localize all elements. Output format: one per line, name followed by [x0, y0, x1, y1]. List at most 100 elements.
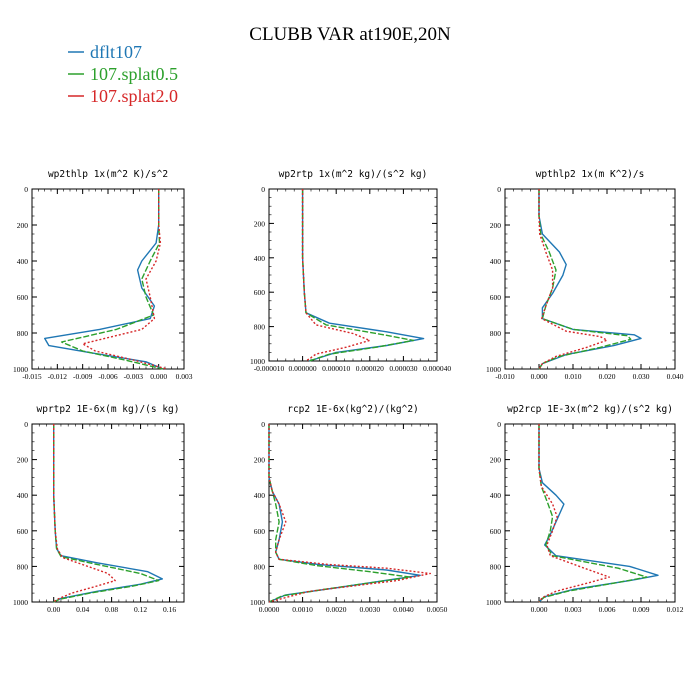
y-tick-label: 800 — [490, 562, 502, 571]
y-tick-label: 800 — [17, 562, 29, 571]
x-tick-label: 0.012 — [667, 605, 684, 614]
panel-1: wp2rtp 1x(m^2 kg)/(s^2 kg) 0 200 400 600 800 1… — [250, 169, 451, 373]
x-tick-label: 0.00 — [47, 605, 60, 614]
y-tick-label: 200 — [17, 456, 29, 465]
x-tick-label: 0.0040 — [393, 605, 414, 614]
series-line-1 — [538, 424, 648, 603]
legend-label-splat0.5: 107.splat0.5 — [90, 64, 178, 84]
series-line-2 — [82, 189, 168, 370]
y-tick-label: 400 — [17, 491, 29, 500]
x-tick-label: -0.010 — [495, 372, 515, 381]
y-tick-label: 800 — [254, 562, 266, 571]
series-line-2 — [53, 424, 116, 603]
plot-frame — [268, 423, 438, 603]
y-tick-label: 600 — [490, 527, 502, 536]
y-tick-label: 200 — [254, 219, 266, 228]
panel-title: wp2rtp 1x(m^2 kg)/(s^2 kg) — [279, 169, 428, 180]
x-tick-label: 0.000 — [531, 605, 548, 614]
figure-title: CLUBB VAR at190E,20N — [249, 24, 451, 45]
series-line-1 — [60, 189, 164, 370]
series-line-1 — [301, 189, 415, 362]
x-tick-label: 0.006 — [599, 605, 616, 614]
series-line-2 — [538, 424, 610, 603]
y-tick-label: 0 — [261, 185, 265, 194]
series-line-1 — [53, 424, 160, 603]
y-tick-label: 1000 — [13, 598, 28, 607]
x-tick-label: 0.0000 — [259, 605, 280, 614]
y-tick-label: 400 — [254, 491, 266, 500]
y-tick-label: 200 — [490, 221, 502, 230]
y-tick-label: 600 — [17, 293, 29, 302]
panel-0: wp2thlp 1x(m^2 K)/s^202004006008001000-0… — [13, 169, 193, 381]
x-tick-label: -0.009 — [73, 372, 93, 381]
panels: wp2thlp 1x(m^2 K)/s^202004006008001000-0… — [13, 169, 684, 614]
plot-frame — [504, 423, 676, 603]
x-tick-label: 0.000020 — [356, 364, 384, 373]
x-tick-label: 0.010 — [565, 372, 582, 381]
y-tick-label: 1000 — [486, 365, 501, 374]
y-tick-label: 200 — [17, 221, 29, 230]
x-tick-label: 0.003 — [565, 605, 582, 614]
y-tick-label: 400 — [490, 491, 502, 500]
y-tick-label: 200 — [254, 456, 266, 465]
y-tick-label: 800 — [490, 329, 502, 338]
y-tick-label: 400 — [490, 257, 502, 266]
y-tick-label: 800 — [254, 323, 266, 332]
y-tick-label: 0 — [24, 420, 28, 429]
panel-2: wpthlp2 1x(m K^2)/s 0 200 400 600 800 1000-0.0… — [486, 169, 684, 381]
x-tick-label: -0.012 — [48, 372, 68, 381]
panel-4: rcp2 1E-6x(kg^2)/(kg^2) 0 200 400 600 800 1000… — [250, 404, 448, 614]
y-tick-label: 0 — [497, 420, 501, 429]
legend-label-dflt107: dflt107 — [90, 42, 142, 62]
x-tick-label: 0.000 — [531, 372, 548, 381]
plot-frame — [504, 188, 676, 370]
series-line-0 — [44, 189, 164, 370]
x-tick-label: 0.020 — [599, 372, 616, 381]
panel-3: wprtp2 1E-6x(m kg)/(s kg) 0 200 400 600 800 10… — [13, 404, 185, 614]
y-tick-label: 600 — [254, 288, 266, 297]
plot-frame — [31, 188, 185, 370]
x-tick-label: -0.003 — [124, 372, 144, 381]
series-line-0 — [538, 424, 659, 603]
x-tick-label: -0.006 — [98, 372, 118, 381]
x-tick-label: -0.000010 — [254, 364, 285, 373]
y-tick-label: 1000 — [250, 598, 265, 607]
y-tick-label: 800 — [17, 329, 29, 338]
y-tick-label: 1000 — [13, 365, 28, 374]
y-tick-label: 400 — [254, 254, 266, 263]
legend-label-splat2.0: 107.splat2.0 — [90, 86, 178, 106]
series-line-1 — [268, 424, 411, 603]
y-tick-label: 0 — [24, 185, 28, 194]
series-line-1 — [538, 189, 632, 370]
y-tick-label: 600 — [17, 527, 29, 536]
y-tick-label: 0 — [497, 185, 501, 194]
y-tick-label: 0 — [261, 420, 265, 429]
y-tick-label: 1000 — [250, 357, 265, 366]
x-tick-label: 0.0050 — [427, 605, 448, 614]
y-tick-label: 400 — [17, 257, 29, 266]
series-line-2 — [268, 424, 431, 603]
series-line-2 — [538, 189, 608, 370]
x-tick-label: 0.009 — [633, 605, 650, 614]
panel-title: wpthlp2 1x(m K^2)/s — [536, 169, 645, 180]
x-tick-label: 0.08 — [105, 605, 118, 614]
x-tick-label: 0.000 — [150, 372, 167, 381]
x-tick-label: 0.12 — [134, 605, 147, 614]
panel-title: wp2rcp 1E-3x(m^2 kg)/(s^2 kg) — [507, 404, 673, 415]
y-tick-label: 600 — [490, 293, 502, 302]
series-line-2 — [301, 189, 371, 362]
x-tick-label: 0.000000 — [289, 364, 317, 373]
x-tick-label: 0.040 — [667, 372, 684, 381]
panel-title: rcp2 1E-6x(kg^2)/(kg^2) — [287, 404, 419, 415]
y-tick-label: 1000 — [486, 598, 501, 607]
legend: dflt107 107.splat0.5 107.splat2.0 — [68, 42, 178, 106]
x-tick-label: 0.0030 — [359, 605, 380, 614]
panel-5: wp2rcp 1E-3x(m^2 kg)/(s^2 kg) 0 200 400 600 8… — [486, 404, 684, 614]
y-tick-label: 600 — [254, 527, 266, 536]
x-tick-label: 0.16 — [163, 605, 176, 614]
x-tick-label: 0.000030 — [389, 364, 417, 373]
x-tick-label: 0.000040 — [423, 364, 451, 373]
plot-frame — [268, 188, 438, 362]
panel-title: wprtp2 1E-6x(m kg)/(s kg) — [37, 404, 180, 415]
